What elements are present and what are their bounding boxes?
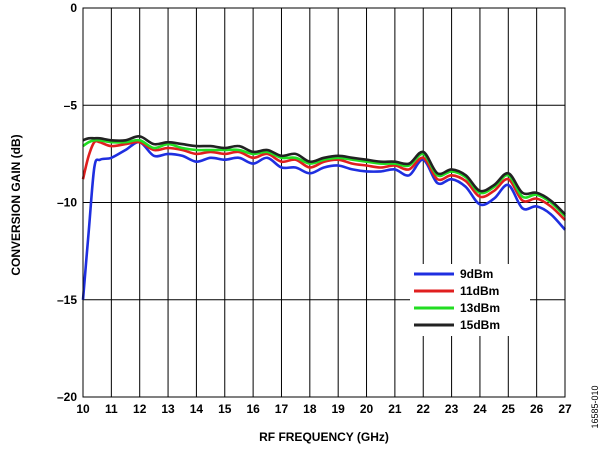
grid-lines — [82, 7, 566, 398]
x-tick-label: 12 — [133, 402, 147, 416]
series-line-13dBm — [82, 138, 566, 218]
x-tick-label: 26 — [530, 402, 544, 416]
y-tick-labels: 0 –5 –10 –15 –20 — [57, 1, 77, 404]
x-tick-label: 21 — [388, 402, 402, 416]
x-axis-label: RF FREQUENCY (GHz) — [259, 430, 389, 444]
figure-code: 16585-010 — [590, 385, 600, 428]
y-tick-label: –15 — [57, 293, 77, 307]
x-tick-label: 10 — [76, 402, 90, 416]
y-tick-label: –20 — [57, 390, 77, 404]
y-axis-label: CONVERSION GAIN (dB) — [9, 134, 23, 275]
legend-label-15dBm: 15dBm — [460, 318, 500, 332]
x-tick-label: 16 — [246, 402, 260, 416]
x-tick-label: 11 — [105, 402, 118, 416]
series-line-11dBm — [81, 139, 566, 221]
x-tick-label: 20 — [360, 402, 374, 416]
series-line-15dBm — [82, 135, 566, 216]
x-tick-label: 14 — [190, 402, 204, 416]
legend-label-9dBm: 9dBm — [460, 267, 493, 281]
x-tick-label: 22 — [417, 402, 431, 416]
x-tick-label: 27 — [558, 402, 572, 416]
x-tick-label: 24 — [473, 402, 487, 416]
x-tick-label: 25 — [502, 402, 516, 416]
plot-frame — [82, 7, 566, 398]
x-tick-label: 13 — [161, 402, 175, 416]
x-tick-label: 15 — [218, 402, 232, 416]
series-lines — [81, 135, 566, 300]
x-tick-label: 18 — [303, 402, 317, 416]
y-tick-label: 0 — [70, 1, 77, 15]
x-tick-label: 17 — [275, 402, 289, 416]
x-tick-label: 19 — [331, 402, 345, 416]
legend: 9dBm 11dBm 13dBm 15dBm — [410, 264, 530, 336]
y-tick-label: –5 — [64, 98, 78, 112]
legend-label-13dBm: 13dBm — [460, 301, 500, 315]
x-tick-label: 23 — [445, 402, 459, 416]
y-tick-label: –10 — [57, 196, 77, 210]
x-tick-labels: 10 11 12 13 14 15 16 17 18 19 20 21 22 23 24 25 26 27 — [76, 402, 572, 416]
legend-label-11dBm: 11dBm — [460, 284, 499, 298]
